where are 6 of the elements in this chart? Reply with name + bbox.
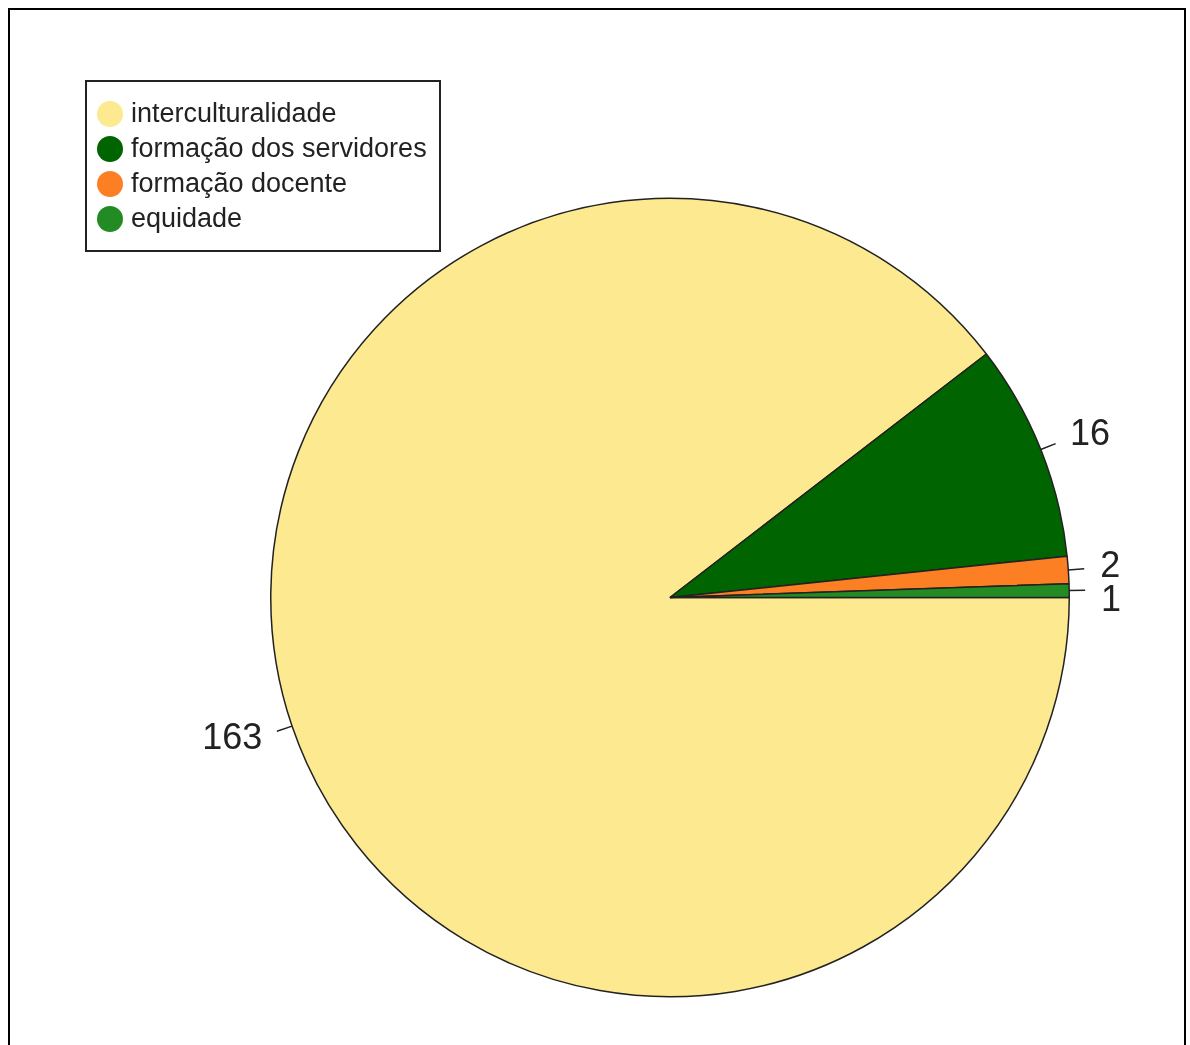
legend-label: equidade [131, 202, 243, 235]
data-label: 16 [1069, 411, 1110, 453]
data-label: 163 [202, 715, 263, 757]
legend-label: formação docente [131, 167, 348, 200]
legend-label: interculturalidade [131, 97, 337, 130]
legend-label: formação dos servidores [131, 132, 427, 165]
